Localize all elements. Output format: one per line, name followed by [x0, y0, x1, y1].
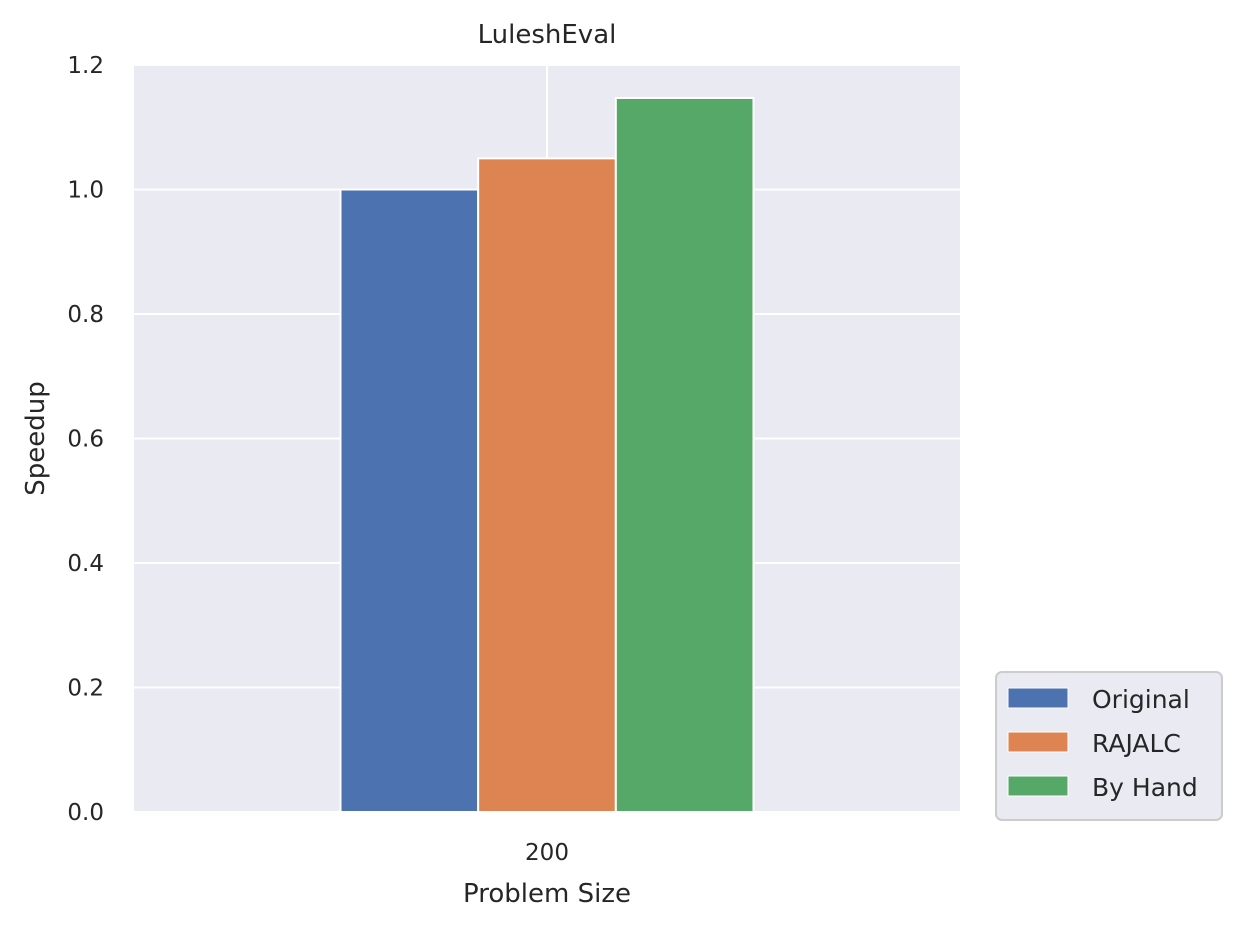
- bar-by-hand: [614, 96, 755, 814]
- y-tick-labels: 0.0 0.2 0.4 0.6 0.8 1.0 1.2: [67, 53, 104, 826]
- y-tick-label: 0.8: [67, 302, 104, 328]
- y-tick-label: 1.0: [67, 178, 104, 204]
- bar-original: [339, 188, 480, 813]
- x-tick-labels: 200: [525, 840, 569, 866]
- legend-label: Original: [1092, 685, 1190, 714]
- chart-title: LuleshEval: [478, 20, 617, 50]
- x-tick-label: 200: [525, 840, 569, 866]
- legend: Original RAJALC By Hand: [995, 671, 1223, 821]
- x-axis-label: Problem Size: [463, 879, 631, 909]
- legend-label: By Hand: [1092, 773, 1198, 802]
- y-axis-label: Speedup: [21, 381, 51, 496]
- y-tick-label: 0.2: [67, 676, 104, 702]
- y-tick-label: 1.2: [67, 53, 104, 79]
- bars: [339, 96, 755, 814]
- legend-swatch: [1007, 687, 1069, 709]
- legend-swatch: [1007, 775, 1069, 797]
- y-tick-label: 0.4: [67, 551, 104, 577]
- y-tick-label: 0.6: [67, 427, 104, 453]
- legend-label: RAJALC: [1092, 729, 1181, 758]
- bar-rajalc: [477, 157, 617, 813]
- legend-swatch: [1007, 731, 1069, 753]
- y-tick-label: 0.0: [67, 800, 104, 826]
